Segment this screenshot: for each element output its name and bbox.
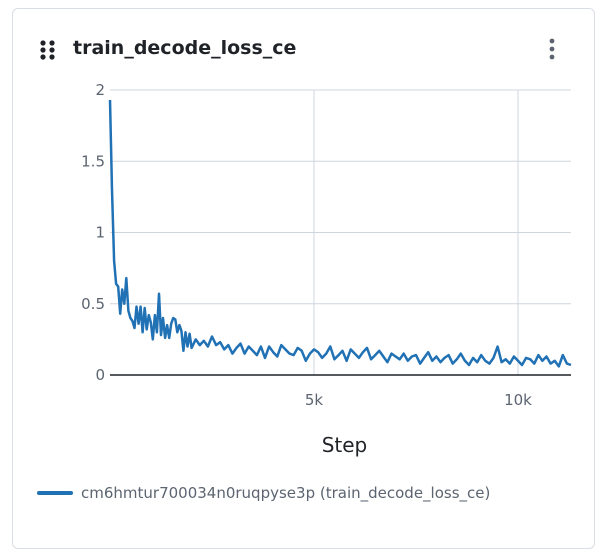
panel-title: train_decode_loss_ce bbox=[73, 37, 297, 59]
x-tick-label: 5k bbox=[305, 391, 324, 409]
x-tick-label: 10k bbox=[504, 391, 532, 409]
kebab-menu-icon[interactable] bbox=[543, 37, 561, 63]
y-tick-label: 0.5 bbox=[81, 295, 105, 313]
y-tick-label: 0 bbox=[95, 366, 105, 384]
series-line[interactable] bbox=[108, 99, 572, 368]
y-tick-label: 2 bbox=[95, 81, 105, 99]
chart-panel: train_decode_loss_ce 0 0.5 1 1.5 2 5k 10k Ste… bbox=[12, 8, 595, 549]
legend[interactable]: cm6hmtur700034n0ruqpyse3p (train_decode_… bbox=[37, 483, 490, 503]
y-axis-ticks: 0 0.5 1 1.5 2 bbox=[81, 81, 105, 384]
panel-header: train_decode_loss_ce bbox=[13, 9, 594, 89]
y-tick-label: 1 bbox=[95, 224, 105, 242]
legend-label: cm6hmtur700034n0ruqpyse3p (train_decode_… bbox=[81, 484, 491, 502]
x-axis-ticks: 5k 10k bbox=[305, 391, 532, 409]
drag-handle-icon[interactable] bbox=[39, 39, 57, 61]
line-chart[interactable]: 0 0.5 1 1.5 2 5k 10k Step bbox=[13, 9, 596, 479]
grid-lines bbox=[110, 89, 571, 375]
x-axis-title: Step bbox=[322, 433, 368, 457]
legend-swatch bbox=[37, 491, 73, 495]
y-tick-label: 1.5 bbox=[81, 152, 105, 170]
